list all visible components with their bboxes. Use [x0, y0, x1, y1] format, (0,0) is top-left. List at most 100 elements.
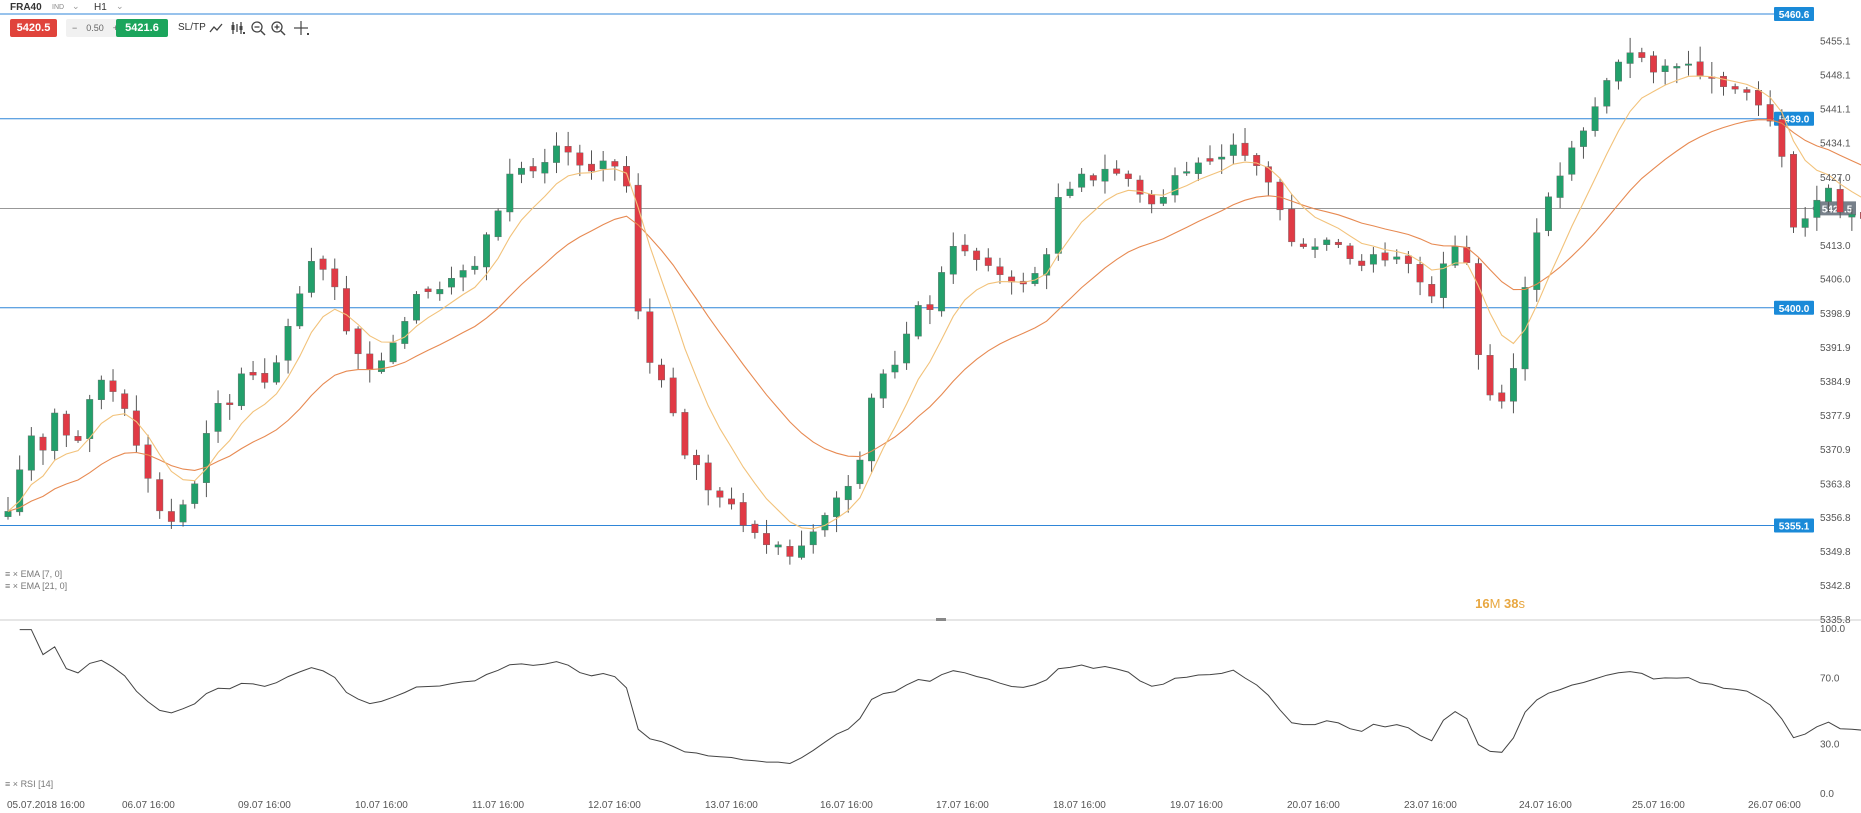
candle-body — [1638, 52, 1646, 58]
candle-body — [1568, 147, 1576, 175]
candle-body — [693, 455, 700, 466]
candle-body — [459, 270, 467, 278]
price-axis-label: 5413.0 — [1820, 241, 1851, 252]
candle-body — [518, 167, 525, 175]
legend-ema7-menu-icon[interactable]: ≡ — [5, 569, 11, 579]
candle-body — [553, 145, 560, 163]
candle-body — [319, 258, 327, 270]
legend-ema7[interactable]: ≡ × EMA [7, 0] — [5, 569, 62, 579]
candle-body — [984, 257, 992, 266]
price-axis-label: 5335.8 — [1820, 615, 1851, 626]
candle-body — [856, 459, 864, 485]
candle-body — [704, 462, 712, 491]
level-tag-label: 5355.1 — [1779, 521, 1810, 532]
time-axis-label: 18.07 16:00 — [1053, 800, 1106, 811]
indicators-icon[interactable] — [230, 20, 246, 36]
price-axis-label: 5406.0 — [1820, 275, 1851, 286]
level-tag — [1774, 300, 1814, 315]
current-price-tag — [1812, 201, 1856, 216]
rsi-axis-label: 30.0 — [1820, 740, 1840, 751]
candle-body — [669, 377, 677, 414]
price-axis-label: 5427.0 — [1820, 173, 1851, 184]
candle-body — [1615, 61, 1622, 82]
candle-body — [1241, 142, 1249, 156]
trendline-icon[interactable] — [208, 20, 224, 36]
candle-body — [541, 162, 549, 174]
candle-body — [564, 146, 572, 153]
spread-stepper: − 0.50 + — [66, 19, 124, 37]
candle-body — [377, 360, 385, 372]
candle-body — [868, 397, 876, 462]
level-tag — [1774, 7, 1814, 21]
crosshair-icon[interactable] — [293, 20, 309, 36]
candle-body — [471, 265, 479, 270]
candle-body — [1101, 168, 1109, 182]
rsi-line — [19, 629, 1861, 765]
candle-countdown-timer: 16M 38s — [1475, 596, 1525, 611]
rsi-pane — [19, 629, 1861, 765]
candle-body — [156, 479, 164, 512]
ema7-line — [7, 75, 1861, 530]
candle-body — [51, 412, 59, 452]
time-axis: 05.07.2018 16:00 06.07 16:00 09.07 16:00 10… — [7, 800, 1801, 811]
candle-body — [1089, 175, 1097, 181]
candle-body — [366, 353, 374, 371]
candle-body — [1451, 246, 1459, 266]
candle-body — [1218, 156, 1226, 160]
zoom-in-icon[interactable] — [270, 20, 286, 36]
legend-rsi-label: RSI [14] — [20, 779, 54, 789]
candle-body — [926, 304, 934, 310]
legend-rsi-menu-icon[interactable]: ≡ — [5, 779, 11, 789]
spread-minus-button[interactable]: − — [72, 23, 78, 33]
legend-rsi[interactable]: ≡ × RSI [14] — [5, 779, 53, 789]
candle-body — [342, 288, 350, 332]
candle-body — [879, 373, 887, 399]
time-axis-label: 16.07 16:00 — [820, 800, 873, 811]
candle-body — [436, 289, 444, 295]
spread-plus-button[interactable]: + — [113, 19, 118, 37]
candle-body — [1650, 55, 1657, 73]
time-axis-label: 05.07.2018 16:00 — [7, 800, 85, 811]
legend-ema21-close-icon[interactable]: × — [12, 581, 19, 591]
legend-ema21[interactable]: ≡ × EMA [21, 0] — [5, 581, 67, 591]
timeframe-label[interactable]: H1 — [94, 2, 107, 13]
candle-body — [588, 163, 595, 172]
candle-body — [1533, 232, 1541, 290]
candle-body — [1054, 197, 1062, 254]
sell-button[interactable]: 5420.5 — [10, 19, 57, 37]
candle-body — [86, 399, 94, 439]
legend-ema21-menu-icon[interactable]: ≡ — [5, 581, 11, 591]
sltp-button[interactable]: SL/TP — [178, 22, 206, 33]
candle-body — [1766, 104, 1774, 122]
time-axis-label: 26.07 06:00 — [1748, 800, 1801, 811]
buy-button[interactable]: 5421.6 — [116, 19, 168, 37]
timeframe-chevron-down-icon[interactable]: ⌄ — [116, 1, 124, 11]
symbol-label[interactable]: FRA40 — [10, 2, 42, 13]
legend-rsi-close-icon[interactable]: × — [12, 779, 19, 789]
candle-body — [1124, 173, 1132, 180]
candle-body — [331, 268, 339, 288]
candle-body — [1276, 181, 1284, 211]
legend-ema7-close-icon[interactable]: × — [12, 569, 19, 579]
top-bar: FRA40 IND ⌄ H1 ⌄ — [0, 0, 1861, 16]
candle-body — [1229, 144, 1237, 156]
candle-body — [1393, 256, 1401, 260]
candle-body — [751, 523, 759, 533]
candle-body — [786, 546, 794, 557]
candle-body — [903, 333, 911, 364]
zoom-out-icon[interactable] — [250, 20, 266, 36]
symbol-chevron-down-icon[interactable]: ⌄ — [72, 1, 80, 11]
candle-body — [623, 165, 630, 187]
price-axis-label: 5434.1 — [1820, 138, 1851, 149]
candle-body — [74, 436, 82, 441]
price-axis-label: 5342.8 — [1820, 581, 1851, 592]
candle-body — [1206, 158, 1214, 162]
candle-body — [97, 379, 105, 400]
time-axis-label: 06.07 16:00 — [122, 800, 175, 811]
candle-body — [1848, 214, 1856, 218]
price-axis-label: 5391.9 — [1820, 343, 1851, 354]
candle-body — [844, 485, 852, 501]
candle-body — [1696, 61, 1704, 76]
time-axis-label: 09.07 16:00 — [238, 800, 291, 811]
